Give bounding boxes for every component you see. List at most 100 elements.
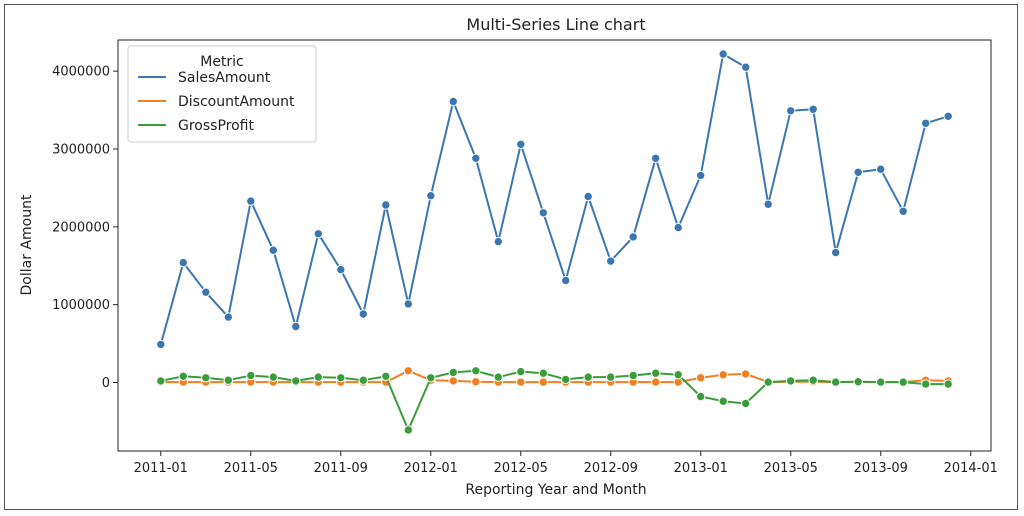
- data-point: [538, 377, 548, 387]
- data-point: [381, 200, 391, 210]
- data-point: [876, 377, 886, 387]
- data-point: [403, 366, 413, 376]
- y-tick-label: 3000000: [52, 142, 110, 157]
- x-tick-label: 2013-09: [854, 461, 908, 476]
- data-point: [516, 377, 526, 387]
- data-point: [223, 312, 234, 322]
- data-point: [178, 371, 189, 381]
- data-point: [673, 370, 683, 380]
- data-point: [853, 377, 863, 387]
- x-tick-label: 2011-09: [314, 461, 368, 476]
- x-tick-label: 2012-09: [584, 461, 638, 476]
- data-point: [448, 376, 458, 386]
- data-point: [538, 208, 548, 218]
- data-point: [403, 425, 413, 435]
- data-point: [921, 379, 931, 389]
- plot-area: [117, 39, 992, 452]
- data-point: [448, 367, 458, 378]
- series-GrossProfit: [156, 366, 953, 435]
- x-tick-label: 2014-01: [944, 461, 998, 476]
- data-point: [763, 199, 773, 209]
- data-point: [943, 379, 953, 389]
- data-point: [156, 339, 166, 350]
- data-point: [943, 111, 953, 122]
- data-point: [291, 376, 301, 386]
- data-point: [246, 370, 256, 381]
- legend-label: DiscountAmount: [178, 94, 295, 110]
- legend-label: GrossProfit: [178, 118, 254, 134]
- legend-title: Metric: [200, 54, 244, 70]
- data-point: [516, 366, 526, 377]
- data-point: [898, 206, 908, 217]
- data-point: [493, 372, 503, 382]
- x-tick-label: 2011-01: [134, 461, 188, 476]
- data-point: [561, 275, 571, 286]
- data-point: [381, 371, 391, 381]
- data-point: [831, 377, 841, 387]
- x-tick-label: 2012-01: [404, 461, 458, 476]
- data-point: [313, 229, 323, 239]
- x-tick-label: 2012-05: [494, 461, 548, 476]
- data-point: [538, 368, 548, 378]
- legend-item[interactable]: GrossProfit: [138, 118, 254, 134]
- data-point: [268, 372, 278, 382]
- y-tick-label: 2000000: [52, 220, 110, 235]
- data-point: [741, 398, 751, 409]
- data-point: [628, 232, 638, 242]
- data-point: [831, 247, 841, 258]
- data-point: [426, 373, 436, 383]
- data-point: [898, 377, 908, 387]
- data-point: [696, 373, 706, 383]
- data-point: [628, 370, 638, 381]
- data-point: [673, 222, 683, 233]
- data-point: [246, 196, 256, 206]
- data-point: [561, 374, 571, 385]
- series-layer: [156, 49, 953, 435]
- data-point: [651, 377, 661, 387]
- data-point: [268, 245, 278, 255]
- data-point: [763, 377, 773, 387]
- data-point: [583, 372, 593, 382]
- data-point: [291, 321, 301, 332]
- data-point: [426, 191, 436, 201]
- data-point: [606, 372, 616, 382]
- data-point: [786, 106, 796, 116]
- data-point: [336, 264, 346, 275]
- legend-item[interactable]: DiscountAmount: [138, 94, 295, 110]
- x-tick-label: 2013-05: [764, 461, 818, 476]
- data-point: [786, 376, 796, 386]
- series-line: [160, 369, 949, 431]
- y-axis-title: Dollar Amount: [19, 194, 35, 295]
- data-point: [651, 153, 661, 164]
- data-point: [471, 153, 481, 164]
- chart-title: Multi-Series Line chart: [466, 15, 645, 34]
- data-point: [156, 376, 166, 386]
- data-point: [718, 370, 728, 380]
- data-point: [853, 167, 863, 178]
- data-point: [201, 287, 211, 297]
- data-point: [358, 309, 368, 319]
- data-point: [583, 191, 593, 202]
- data-point: [718, 49, 728, 59]
- y-tick-label: 4000000: [52, 65, 110, 80]
- legend-item[interactable]: SalesAmount: [138, 70, 271, 86]
- data-point: [358, 375, 368, 385]
- data-point: [696, 391, 706, 402]
- x-tick-label: 2011-05: [224, 461, 278, 476]
- x-axis-title: Reporting Year and Month: [465, 482, 646, 498]
- data-point: [336, 373, 346, 383]
- data-point: [471, 366, 481, 376]
- data-point: [606, 256, 616, 266]
- y-tick-label: 0: [102, 376, 110, 391]
- data-point: [493, 236, 503, 247]
- data-point: [448, 96, 458, 107]
- data-point: [313, 372, 323, 382]
- x-tick-label: 2013-01: [674, 461, 728, 476]
- data-point: [741, 369, 751, 379]
- legend[interactable]: Metric SalesAmount DiscountAmount GrossPro…: [127, 45, 317, 143]
- series-SalesAmount: [156, 49, 953, 350]
- data-point: [178, 257, 189, 268]
- data-point: [808, 104, 818, 115]
- y-tick-label: 1000000: [52, 298, 110, 313]
- data-point: [201, 373, 211, 383]
